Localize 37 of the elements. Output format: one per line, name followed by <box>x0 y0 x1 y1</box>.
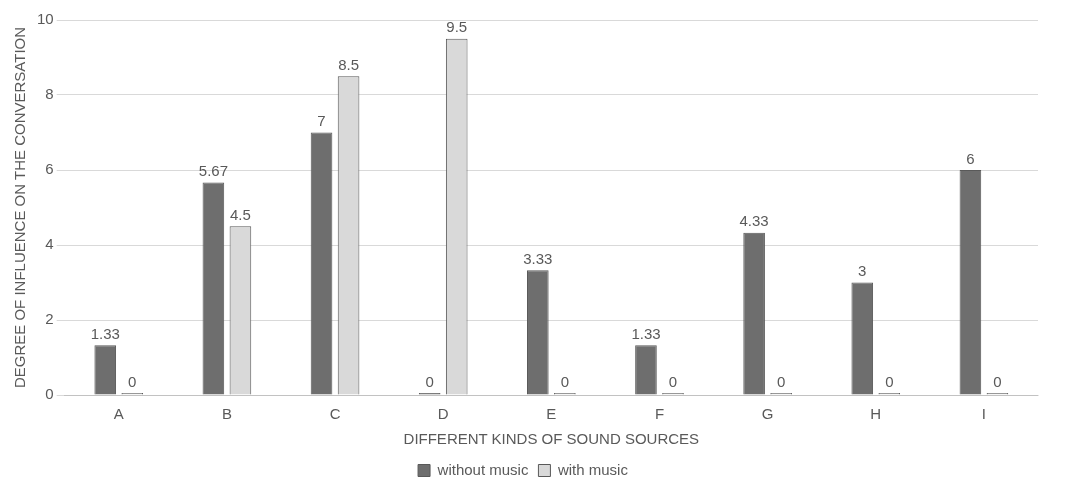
legend-label: without music <box>436 460 529 478</box>
data-label: 4.33 <box>739 212 769 230</box>
x-tick-label: H <box>870 405 882 423</box>
data-label: 5.67 <box>198 162 228 180</box>
data-label: 6 <box>966 149 975 167</box>
x-tick-label: C <box>329 405 341 423</box>
y-tick-label: 2 <box>45 310 54 328</box>
y-tick-label: 0 <box>45 385 54 403</box>
y-tick-label: 8 <box>45 85 54 103</box>
data-label: 0 <box>128 372 137 390</box>
data-label: 0 <box>560 372 570 390</box>
x-tick-label: A <box>113 405 124 423</box>
x-tick-label: I <box>981 405 987 423</box>
y-tick-label: 6 <box>45 160 54 178</box>
data-label: 7 <box>317 112 326 130</box>
y-tick-label: 4 <box>45 235 54 253</box>
data-label: 9.5 <box>446 18 468 36</box>
data-label: 4.5 <box>229 205 251 223</box>
x-tick-label: F <box>654 405 665 423</box>
data-label: 0 <box>993 372 1002 390</box>
data-label: 1.33 <box>631 324 661 342</box>
y-axis-title: DEGREE OF INFLUENCE ON THE CONVERSATION <box>11 26 29 389</box>
data-label: 8.5 <box>338 55 359 73</box>
data-label: 3.33 <box>523 249 553 267</box>
data-label: 0 <box>425 372 434 390</box>
data-label: 3 <box>858 262 867 280</box>
legend-label: with music <box>556 460 629 478</box>
y-tick-label: 10 <box>37 10 54 28</box>
data-label: 1.33 <box>90 324 120 342</box>
x-tick-label: B <box>221 405 232 423</box>
x-tick-label: E <box>546 405 557 423</box>
x-tick-label: G <box>761 405 774 423</box>
x-axis-title: DIFFERENT KINDS OF SOUND SOURCES <box>403 430 700 448</box>
data-label: 0 <box>668 372 678 390</box>
data-label: 0 <box>776 372 786 390</box>
x-tick-label: D <box>437 405 449 423</box>
data-label: 0 <box>885 372 894 390</box>
